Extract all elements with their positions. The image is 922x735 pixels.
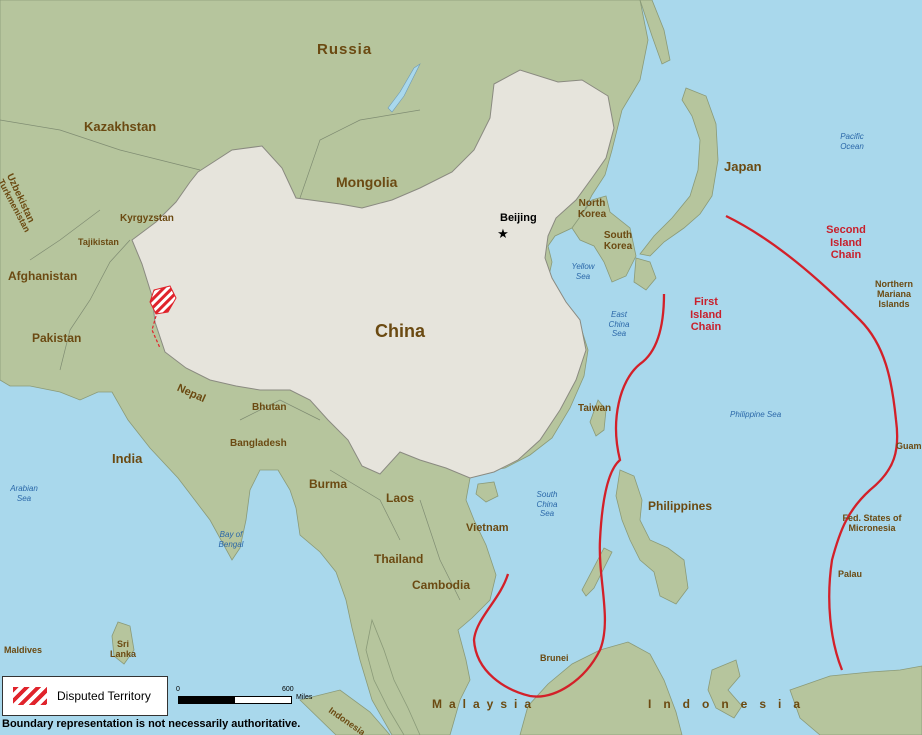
lake-baikal xyxy=(387,63,421,113)
first-island-chain-line xyxy=(472,293,666,698)
label-china: China xyxy=(375,321,426,341)
scale-end: 600 xyxy=(282,686,294,693)
second-island-chain-line xyxy=(725,214,899,671)
label-japan: Japan xyxy=(724,159,762,174)
label-south-korea: South Korea xyxy=(603,230,633,252)
borneo-island xyxy=(519,641,683,735)
label-yellow-sea: Yellow Sea xyxy=(571,262,595,281)
scale-start: 0 xyxy=(176,686,180,693)
label-arabian-sea: Arabian Sea xyxy=(10,484,38,503)
label-bhutan: Bhutan xyxy=(252,402,287,413)
malay-peninsula xyxy=(365,618,421,735)
label-micronesia: Fed. States of Micronesia xyxy=(842,513,902,533)
capital-star-icon: ★ xyxy=(497,227,509,242)
label-second-island-chain: Second Island Chain xyxy=(826,224,866,262)
label-vietnam: Vietnam xyxy=(466,522,509,534)
label-guam: Guam xyxy=(896,441,922,451)
label-mongolia: Mongolia xyxy=(336,174,398,190)
label-beijing: Beijing xyxy=(500,212,537,224)
label-cambodia: Cambodia xyxy=(412,578,471,592)
label-india: India xyxy=(112,451,143,466)
label-kyrgyzstan: Kyrgyzstan xyxy=(120,213,174,224)
label-philippines: Philippines xyxy=(648,499,713,513)
sakhalin-island xyxy=(639,0,671,65)
hainan-island xyxy=(475,481,499,503)
disclaimer-text: Boundary representation is not necessari… xyxy=(2,718,301,730)
label-maldives: Maldives xyxy=(4,645,43,655)
country-borders xyxy=(0,109,461,601)
label-bangladesh: Bangladesh xyxy=(230,438,287,449)
label-laos: Laos xyxy=(386,491,415,505)
korea-landmass xyxy=(571,195,637,283)
label-brunei: Brunei xyxy=(540,653,569,663)
palawan-island xyxy=(581,547,613,597)
disputed-border-line xyxy=(151,315,161,349)
label-first-island-chain: First Island Chain xyxy=(690,296,722,334)
label-taiwan: Taiwan xyxy=(578,403,612,414)
label-burma: Burma xyxy=(309,477,348,491)
label-sri-lanka: Sri Lanka xyxy=(109,639,136,659)
philippines-islands xyxy=(615,469,689,605)
scale-unit: Miles xyxy=(296,694,313,701)
label-tajikistan: Tajikistan xyxy=(78,237,119,247)
label-kazakhstan: Kazakhstan xyxy=(84,119,157,134)
label-bay-of-bengal: Bay of Bengal xyxy=(218,530,244,549)
label-russia: Russia xyxy=(317,41,373,58)
label-thailand: Thailand xyxy=(374,552,424,566)
disputed-territory xyxy=(149,285,177,315)
sumatra-island xyxy=(299,689,391,735)
taiwan-island xyxy=(589,399,607,437)
label-palau: Palau xyxy=(838,569,863,579)
label-pakistan: Pakistan xyxy=(32,331,82,345)
label-east-china-sea: East China Sea xyxy=(608,310,630,339)
map-legend: Disputed Territory xyxy=(2,676,168,716)
japan-islands xyxy=(639,87,719,257)
label-north-korea: North Korea xyxy=(577,198,607,220)
disputed-swatch-icon xyxy=(13,687,47,705)
sulawesi-island xyxy=(707,659,743,719)
legend-label-disputed: Disputed Territory xyxy=(57,689,151,703)
label-south-china-sea: South China Sea xyxy=(536,490,558,519)
label-northern-mariana: Northern Mariana Islands xyxy=(875,279,913,309)
scale-bar-graphic xyxy=(178,696,292,704)
new-guinea-island xyxy=(789,665,922,735)
label-indonesia: Indonesia xyxy=(648,697,813,711)
label-pacific-ocean: Pacific Ocean xyxy=(840,132,864,151)
label-philippine-sea: Philippine Sea xyxy=(730,410,782,419)
label-afghanistan: Afghanistan xyxy=(8,269,78,283)
kyushu-island xyxy=(633,257,657,291)
label-malaysia: Malaysia xyxy=(432,697,539,711)
sri-lanka-island xyxy=(111,621,135,665)
china-territory xyxy=(131,69,615,479)
